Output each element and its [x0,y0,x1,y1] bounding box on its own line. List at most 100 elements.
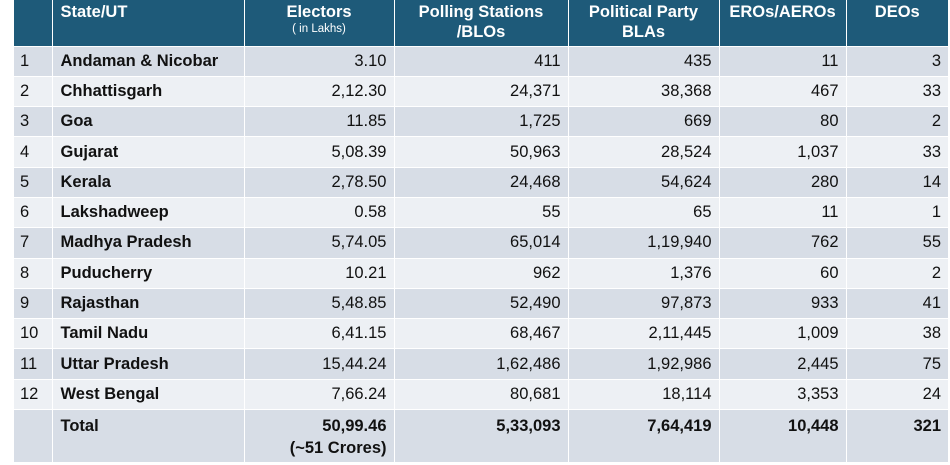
total-electors: 50,99.46 (~51 Crores) [244,409,395,462]
total-deos: 321 [846,409,948,462]
row-deos: 1 [846,196,948,228]
row-eros: 80 [719,106,847,137]
row-sno: 1 [14,45,53,77]
row-sno: 9 [14,287,53,319]
table-row: 11 Uttar Pradesh 15,44.24 1,62,486 1,92,986 2… [14,348,948,380]
header-eros: EROs/AEROs [719,0,847,46]
row-state: Andaman & Nicobar [52,45,245,77]
row-polling: 55 [394,196,569,228]
row-state: Goa [52,106,245,137]
header-deos-label: DEOs [874,3,920,21]
row-state: Puducherry [52,257,245,289]
row-electors: 10.21 [244,257,395,289]
row-eros: 11 [719,45,847,77]
table-row: 3 Goa 11.85 1,725 669 80 2 [14,106,948,137]
row-eros: 1,037 [719,136,847,168]
row-blas: 2,11,445 [568,318,720,349]
row-sno: 6 [14,196,53,228]
row-eros: 60 [719,257,847,289]
row-polling: 52,490 [394,287,569,319]
row-polling: 1,62,486 [394,348,569,380]
row-eros: 762 [719,227,847,259]
header-polling-line1: Polling Stations [418,3,544,21]
header-blas: Political Party BLAs [568,0,720,46]
header-electors-label: Electors [286,3,352,21]
total-polling: 5,33,093 [394,409,569,462]
table-row: 9 Rajasthan 5,48.85 52,490 97,873 933 41 [14,287,948,319]
row-deos: 24 [846,378,948,410]
header-electors-unit: ( in Lakhs) [292,23,346,35]
table-row: 5 Kerala 2,78.50 24,468 54,624 280 14 [14,166,948,198]
row-electors: 5,48.85 [244,287,395,319]
row-electors: 5,74.05 [244,227,395,259]
row-state: Chhattisgarh [52,75,245,107]
row-polling: 65,014 [394,227,569,259]
table-row: 6 Lakshadweep 0.58 55 65 11 1 [14,196,948,228]
row-deos: 33 [846,136,948,168]
header-state: State/UT [52,0,245,46]
row-deos: 2 [846,257,948,289]
row-blas: 28,524 [568,136,720,168]
row-blas: 18,114 [568,378,720,410]
row-state: Uttar Pradesh [52,348,245,380]
row-blas: 1,19,940 [568,227,720,259]
header-electors: Electors ( in Lakhs) [244,0,395,46]
table-row: 8 Puducherry 10.21 962 1,376 60 2 [14,257,948,289]
total-label: Total [52,409,245,462]
table-row: 12 West Bengal 7,66.24 80,681 18,114 3,353 24 [14,378,948,410]
row-polling: 1,725 [394,106,569,137]
row-blas: 669 [568,106,720,137]
header-sno [14,0,53,46]
row-deos: 2 [846,106,948,137]
row-polling: 50,963 [394,136,569,168]
row-state: Lakshadweep [52,196,245,228]
header-blas-line2: BLAs [621,23,666,41]
row-blas: 97,873 [568,287,720,319]
row-deos: 33 [846,75,948,107]
header-row: State/UT Electors ( in Lakhs) Polling St… [14,0,948,46]
row-sno: 4 [14,136,53,168]
row-blas: 54,624 [568,166,720,198]
header-eros-label: EROs/AEROs [729,3,836,21]
row-polling: 962 [394,257,569,289]
electors-table: State/UT Electors ( in Lakhs) Polling St… [14,0,948,462]
row-electors: 0.58 [244,196,395,228]
row-eros: 933 [719,287,847,319]
table-header: State/UT Electors ( in Lakhs) Polling St… [14,0,948,46]
row-electors: 6,41.15 [244,318,395,349]
row-blas: 65 [568,196,720,228]
table-body: 1 Andaman & Nicobar 3.10 411 435 11 3 2 Chhattis… [14,45,948,462]
row-sno: 2 [14,75,53,107]
row-eros: 1,009 [719,318,847,349]
row-electors: 5,08.39 [244,136,395,168]
row-polling: 24,468 [394,166,569,198]
row-blas: 435 [568,45,720,77]
table-row: 2 Chhattisgarh 2,12.30 24,371 38,368 467 33 [14,75,948,107]
total-blas: 7,64,419 [568,409,720,462]
row-state: West Bengal [52,378,245,410]
row-electors: 3.10 [244,45,395,77]
row-polling: 80,681 [394,378,569,410]
row-sno: 3 [14,106,53,137]
row-blas: 1,92,986 [568,348,720,380]
header-blas-line1: Political Party [588,3,699,21]
row-state: Tamil Nadu [52,318,245,349]
total-electors-value: 50,99.46 [322,417,387,436]
row-electors: 11.85 [244,106,395,137]
row-eros: 2,445 [719,348,847,380]
row-eros: 280 [719,166,847,198]
table-row: 4 Gujarat 5,08.39 50,963 28,524 1,037 33 [14,136,948,168]
header-polling-line2: /BLOs [456,23,506,41]
row-sno: 12 [14,378,53,410]
row-polling: 24,371 [394,75,569,107]
row-deos: 75 [846,348,948,380]
row-sno: 10 [14,318,53,349]
total-sno [14,409,53,462]
table-row: 1 Andaman & Nicobar 3.10 411 435 11 3 [14,45,948,77]
row-sno: 11 [14,348,53,380]
row-state: Kerala [52,166,245,198]
row-polling: 68,467 [394,318,569,349]
row-deos: 3 [846,45,948,77]
row-blas: 38,368 [568,75,720,107]
row-eros: 11 [719,196,847,228]
